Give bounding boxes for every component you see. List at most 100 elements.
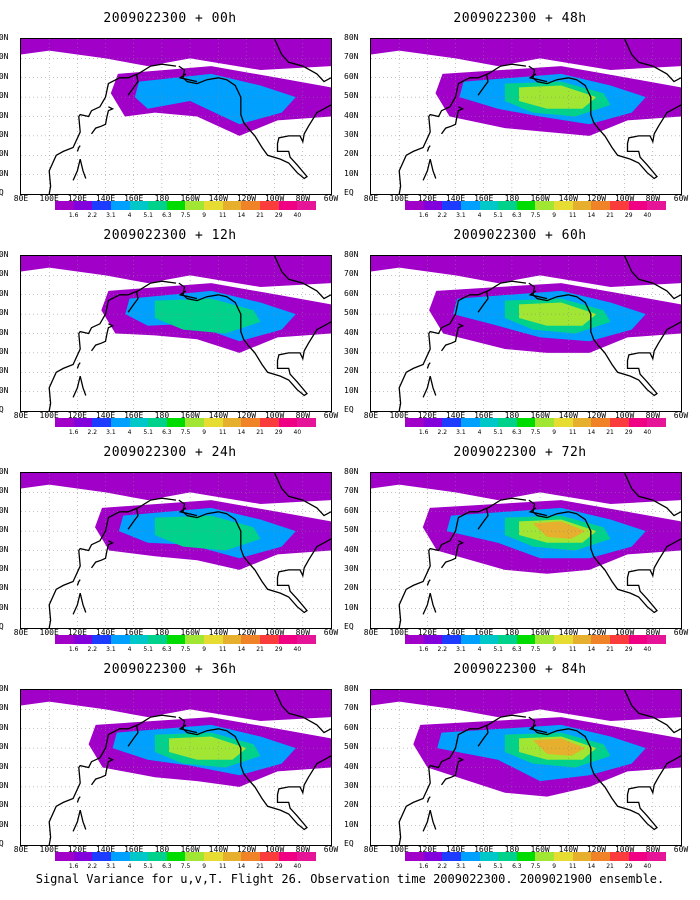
map-panel-p36: 2009022300 + 36h 80N 70N 60N 50N 40N 30N 20N 10N…: [0, 656, 340, 870]
lat-label: 20N: [344, 583, 359, 593]
lon-label: 180: [154, 845, 170, 854]
colorbar-swatch: [260, 201, 279, 210]
colorbar-level: 2.2: [87, 429, 98, 436]
lat-label: 10N: [0, 819, 9, 829]
colorbar-swatch: [166, 201, 186, 210]
coastline-alaska-islands: [178, 724, 198, 734]
lat-label: 30N: [0, 346, 9, 356]
lat-label: EQ: [344, 622, 354, 631]
lon-label: 120E: [417, 628, 437, 637]
colorbar-swatch: [129, 418, 149, 427]
colorbar-level: 9: [552, 646, 557, 653]
colorbar-labels: 1.6 2.2 3.1 4 5.1 6.3 7.5 9 11 14 21 29 40: [405, 863, 666, 871]
lon-label: 160E: [124, 194, 144, 203]
colorbar-swatch: [92, 635, 111, 644]
map-area: [370, 255, 682, 412]
colorbar-swatch: [498, 852, 517, 861]
colorbar-level: 4: [127, 212, 132, 219]
colorbar-level: 6.3: [512, 646, 522, 653]
colorbar-swatch: [572, 418, 592, 427]
lon-label: 160W: [180, 411, 200, 420]
colorbar-level: 29: [624, 646, 633, 653]
map-area: [20, 255, 332, 412]
lon-label: 120E: [67, 411, 87, 420]
colorbar-swatch: [110, 201, 130, 210]
lon-label: 160W: [180, 194, 200, 203]
lon-label: 160E: [474, 628, 494, 637]
lat-label: 50N: [0, 525, 9, 535]
colorbar-level: 14: [237, 429, 246, 436]
colorbar-swatch: [591, 201, 611, 210]
map-area: [370, 689, 682, 846]
colorbar: [405, 201, 666, 210]
coastline-kamchatka: [127, 73, 139, 96]
coastline-taiwan: [76, 579, 81, 586]
colorbar-level: 29: [274, 646, 283, 653]
lon-label: 120W: [586, 411, 607, 420]
colorbar-swatch: [241, 418, 261, 427]
lon-label: 160W: [180, 628, 200, 637]
colorbar-level: 21: [606, 646, 614, 653]
colorbar-level: 7.5: [530, 429, 541, 436]
colorbar-level: 4: [127, 863, 132, 870]
coastline-arctic-canada: [274, 39, 331, 83]
coastline-taiwan: [426, 362, 431, 369]
colorbar-swatch: [185, 852, 205, 861]
variance-shading-arctic: [371, 690, 681, 721]
panel-title: 2009022300 + 24h: [103, 445, 237, 460]
lat-label: 30N: [344, 346, 359, 356]
coastline-kamchatka: [127, 724, 139, 747]
lon-label: 120E: [67, 845, 87, 854]
colorbar-level: 4: [127, 429, 132, 436]
colorbar-level: 29: [624, 863, 633, 870]
colorbar-swatch: [92, 418, 111, 427]
lon-label: 100W: [264, 845, 285, 854]
lon-axis: 80E 100E 120E 140E 160E 180 160W 140W 120W 100W 80…: [14, 411, 338, 422]
colorbar-swatch: [297, 201, 316, 210]
lon-label: 140W: [208, 845, 228, 854]
map-panel-p72: 2009022300 + 72h 80N 70N 60N 50N 40N 30N 20N 10N…: [344, 439, 690, 653]
lon-label: 180: [504, 194, 520, 203]
colorbar-swatch: [535, 201, 555, 210]
colorbar-swatch: [479, 418, 499, 427]
colorbar-level: 4: [477, 863, 482, 870]
colorbar-swatch: [73, 852, 93, 861]
lon-label: 80E: [13, 628, 29, 637]
colorbar-swatch: [423, 635, 443, 644]
colorbar-level: 40: [643, 863, 652, 870]
colorbar-level: 7.5: [180, 863, 191, 870]
map-panel-p48: 2009022300 + 48h 80N 70N 60N 50N 40N 30N 20N 10N…: [344, 5, 690, 219]
lon-label: 80W: [645, 194, 661, 203]
colorbar-swatch: [73, 418, 93, 427]
colorbar-labels: 1.6 2.2 3.1 4 5.1 6.3 7.5 9 11 14 21 29 40: [405, 212, 666, 220]
colorbar-level: 40: [293, 863, 302, 870]
coastline-japan: [90, 106, 115, 135]
lat-label: 70N: [0, 269, 9, 279]
colorbar-swatch: [278, 852, 298, 861]
coastline-taiwan: [426, 796, 431, 803]
lon-label: 160W: [530, 628, 550, 637]
colorbar-level: 21: [606, 863, 614, 870]
colorbar-swatch: [92, 201, 111, 210]
coastline-arctic-canada: [274, 690, 331, 734]
lat-label: 40N: [0, 544, 9, 554]
lat-label: EQ: [344, 188, 354, 197]
colorbar-swatch: [260, 635, 279, 644]
colorbar-swatch: [591, 852, 611, 861]
colorbar-swatch: [129, 635, 149, 644]
lon-label: 60W: [673, 845, 689, 854]
colorbar-swatch: [516, 852, 536, 861]
colorbar-level: 11: [218, 863, 227, 870]
lon-label: 120E: [417, 411, 437, 420]
lon-label: 160E: [474, 411, 494, 420]
lon-label: 80W: [295, 411, 311, 420]
lat-label: 30N: [0, 129, 9, 139]
lon-label: 140W: [558, 194, 578, 203]
map-area: [20, 472, 332, 629]
coastline-north-america: [528, 499, 681, 614]
colorbar-level: 21: [256, 212, 264, 219]
variance-shading-mid: [134, 73, 296, 125]
coastline-north-america: [528, 716, 681, 831]
lon-label: 180: [504, 845, 520, 854]
lon-label: 80E: [363, 194, 379, 203]
